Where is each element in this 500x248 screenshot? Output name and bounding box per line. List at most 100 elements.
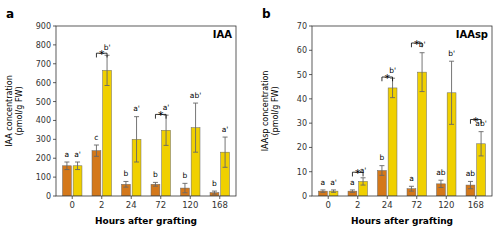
x-tick — [357, 196, 358, 199]
x-tick-label: 2 — [355, 200, 360, 210]
y-axis-label: IAA concentration(pmol/g FW) — [5, 75, 24, 146]
error-bar — [409, 186, 414, 191]
letter-label: ab — [466, 169, 476, 178]
bar — [388, 88, 397, 196]
y-tick — [53, 158, 56, 159]
y-tick-label: 200 — [36, 154, 51, 163]
error-cap — [153, 186, 158, 187]
significance-star: * — [99, 48, 105, 61]
y-tick — [53, 177, 56, 178]
x-tick — [475, 196, 476, 199]
letter-label: c — [94, 133, 98, 142]
error-line — [451, 61, 452, 124]
error-cap — [361, 185, 366, 186]
y-tick — [309, 50, 312, 51]
x-tick — [72, 196, 73, 199]
error-cap — [123, 181, 128, 182]
error-cap — [64, 169, 69, 170]
y-tick-label: 800 — [36, 41, 51, 50]
error-cap — [420, 52, 425, 53]
letter-label: ab — [436, 168, 446, 177]
error-cap — [449, 61, 454, 62]
error-cap — [193, 103, 198, 104]
error-bar — [94, 145, 99, 156]
marks — [318, 43, 485, 196]
error-bar — [193, 103, 198, 152]
error-cap — [361, 177, 366, 178]
y-axis-label: IAAsp concentration(pmol/g FW) — [261, 71, 280, 152]
y-tick — [309, 171, 312, 172]
y-tick-label: 100 — [36, 173, 51, 182]
error-bar — [350, 190, 355, 192]
error-line — [422, 53, 423, 92]
error-bar — [438, 180, 443, 187]
bar — [103, 70, 112, 196]
error-cap — [212, 194, 217, 195]
error-bar — [479, 132, 484, 156]
error-line — [481, 132, 482, 156]
error-line — [440, 180, 441, 187]
error-cap — [212, 191, 217, 192]
y-tick — [53, 196, 56, 197]
y-tick — [53, 120, 56, 121]
letter-label: a' — [330, 178, 337, 187]
y-tick-label: 600 — [36, 79, 51, 88]
error-bar — [64, 162, 69, 170]
x-tick — [190, 196, 191, 199]
error-bar — [379, 166, 384, 176]
letter-label: b — [124, 169, 129, 178]
letter-label: b' — [448, 49, 455, 58]
y-axis-label-line: IAAsp concentration — [261, 71, 270, 152]
error-cap — [320, 192, 325, 193]
x-tick-label: 2 — [99, 200, 104, 210]
error-cap — [468, 188, 473, 189]
error-bar — [468, 181, 473, 188]
error-bar — [164, 115, 169, 145]
x-tick — [101, 196, 102, 199]
x-tick-label: 168 — [212, 200, 228, 210]
letter-label: ab' — [190, 91, 201, 100]
error-line — [214, 191, 215, 194]
error-cap — [223, 167, 228, 168]
error-cap — [331, 192, 336, 193]
error-cap — [438, 180, 443, 181]
error-cap — [350, 192, 355, 193]
y-tick — [53, 44, 56, 45]
x-axis-label: Hours after grafting — [351, 216, 453, 226]
error-cap — [153, 182, 158, 183]
error-bar — [134, 117, 139, 162]
y-tick — [309, 26, 312, 27]
y-tick-label: 0 — [302, 192, 307, 201]
x-tick — [328, 196, 329, 199]
x-tick-label: 72 — [155, 200, 166, 210]
error-cap — [193, 152, 198, 153]
error-line — [125, 181, 126, 187]
significance-star: * — [414, 38, 420, 51]
error-bar — [420, 53, 425, 92]
error-cap — [379, 165, 384, 166]
panel-title: IAA — [213, 29, 232, 40]
y-tick-label: 20 — [297, 143, 307, 152]
bar — [73, 166, 82, 196]
significance-star: * — [473, 115, 479, 128]
y-tick — [53, 63, 56, 64]
error-cap — [134, 116, 139, 117]
panel: aabaababa'a'b'b'b'ab'****010203040506070… — [261, 7, 492, 226]
error-cap — [468, 181, 473, 182]
x-tick — [131, 196, 132, 199]
x-tick — [446, 196, 447, 199]
error-bar — [123, 181, 128, 187]
error-line — [77, 162, 78, 170]
significance-star: * — [355, 167, 361, 180]
x-tick-label: 0 — [326, 200, 331, 210]
y-tick-label: 60 — [297, 46, 307, 55]
error-cap — [123, 187, 128, 188]
y-tick — [309, 147, 312, 148]
y-tick — [53, 26, 56, 27]
error-line — [411, 186, 412, 191]
panel-label: b — [262, 7, 271, 21]
y-tick-label: 40 — [297, 95, 307, 104]
y-axis-label-line: IAA concentration — [5, 75, 14, 146]
x-tick — [416, 196, 417, 199]
error-cap — [438, 187, 443, 188]
